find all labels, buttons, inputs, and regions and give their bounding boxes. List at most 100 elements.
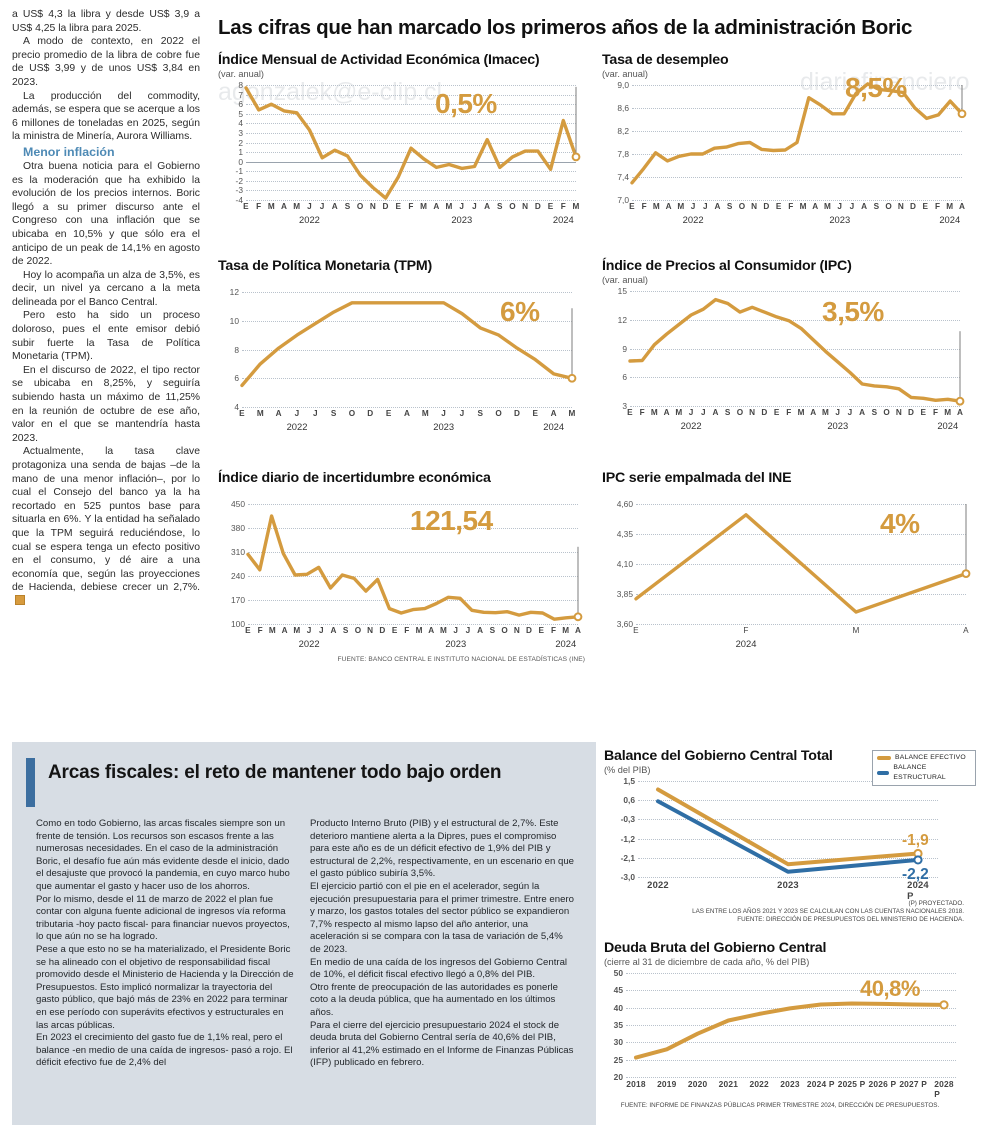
end-mark-icon	[15, 594, 25, 605]
x-axis-year-label: 2022	[298, 638, 320, 649]
x-axis-tick-label: 2022	[647, 879, 669, 890]
x-axis-tick-label: D	[908, 408, 915, 417]
y-axis-tick-label: 380	[231, 523, 245, 533]
y-axis-tick-label: 8,6	[617, 103, 629, 113]
y-axis-tick-label: 20	[613, 1072, 623, 1082]
y-axis-tick-label: 35	[613, 1020, 623, 1030]
x-axis-tick-label: M	[293, 626, 301, 635]
gridline	[630, 406, 960, 407]
gridline	[242, 292, 572, 293]
gridline	[636, 594, 966, 595]
x-axis-tick-label: E	[773, 408, 780, 417]
x-axis-tick-label: O	[354, 626, 362, 635]
x-axis-tick-label: F	[743, 626, 749, 635]
x-axis-tick-label: N	[522, 202, 529, 211]
plot-area: 450 380 310 240 170 100 E F M A M J J A S O N D E F M A M J J A S O…	[231, 499, 583, 649]
x-axis-tick-label: D	[367, 409, 374, 418]
x-axis-tick-label: A	[331, 202, 338, 211]
chart-deuda: Deuda Bruta del Gobierno Central (cierre …	[604, 940, 966, 1099]
x-axis-tick-label: E	[532, 409, 539, 418]
chart-title: Índice de Precios al Consumidor (IPC)	[602, 258, 852, 274]
x-axis-tick-label: S	[873, 202, 880, 211]
gridline	[246, 123, 576, 125]
article-paragraph-text: Actualmente, la tasa clave protagoniza u…	[12, 446, 200, 594]
series-line-orange	[244, 86, 581, 200]
y-axis-tick-label: 2	[238, 137, 243, 148]
fiscal-text-column-2: Producto Interno Bruto (PIB) y el estruc…	[310, 818, 576, 1070]
gridline	[630, 319, 960, 321]
gridline	[636, 534, 966, 535]
article-subheading: Menor inflación	[23, 144, 115, 159]
x-axis-tick-label: 2024 P	[907, 879, 929, 901]
x-axis-tick-label: A	[712, 408, 719, 417]
y-axis-tick-label: 3,60	[616, 619, 633, 629]
chart-balance: Balance del Gobierno Central Total (% del…	[604, 748, 978, 901]
x-axis: E F M A M J J A S O N D E F M A M J J A S O N D E F M 2022 2023 2024	[243, 200, 579, 230]
chart-callout-value: 121,54	[410, 505, 493, 536]
x-axis-tick-label: D	[526, 626, 533, 635]
x-axis-tick-label: A	[281, 626, 288, 635]
series-end-label-estructural: -2,2	[902, 866, 929, 883]
gridline	[630, 348, 960, 350]
x-axis-tick-label: M	[256, 409, 264, 418]
bottom-charts-panel	[596, 742, 976, 1125]
gridline	[632, 85, 962, 86]
y-axis-tick-label: 10	[229, 315, 239, 326]
x-axis-tick-label: M	[946, 202, 954, 211]
chart-title: IPC serie empalmada del INE	[602, 470, 792, 486]
x-axis-year-label: 2023	[829, 214, 851, 225]
x-axis-tick-label: J	[459, 202, 465, 211]
y-axis-tick-label: 7,8	[617, 149, 629, 159]
x-axis-tick-label: F	[934, 202, 941, 211]
x-axis-tick-label: D	[534, 202, 541, 211]
y-axis-tick-label: 6	[622, 372, 627, 383]
x-axis-tick-label: A	[574, 626, 582, 635]
x-axis-tick-label: E	[245, 626, 251, 635]
x-axis-tick-label: O	[495, 409, 502, 418]
x-axis-tick-label: A	[403, 409, 411, 418]
x-axis-tick-label: A	[663, 408, 670, 417]
x-axis-tick-label: A	[956, 408, 964, 417]
y-axis-tick-label: 9	[622, 343, 627, 354]
x-axis-tick-label: M	[421, 409, 429, 418]
x-axis-tick-label: 2027 P	[899, 1079, 928, 1089]
y-axis-tick-label: 5	[238, 108, 243, 119]
x-axis-tick-label: A	[477, 626, 484, 635]
gridline	[242, 407, 572, 408]
gridline	[246, 94, 576, 96]
x-axis-tick-label: J	[318, 626, 324, 635]
x-axis-year-label: 2023	[445, 638, 467, 649]
x-axis-tick-label: J	[465, 626, 471, 635]
x-axis-tick-label: E	[629, 202, 635, 211]
x-axis-tick-label: M	[675, 408, 683, 417]
y-axis-tick-label: -1	[235, 166, 243, 177]
x-axis-year-label: 2024	[555, 638, 577, 649]
chart-callout-value: 6%	[500, 296, 540, 327]
x-axis-tick-label: M	[944, 408, 952, 417]
gridline	[632, 154, 962, 155]
x-axis-tick-label: E	[239, 409, 245, 418]
x-axis-tick-label: O	[348, 409, 356, 418]
x-axis-year-label: 2024	[939, 214, 961, 225]
chart-subtitle: (var. anual)	[602, 69, 648, 79]
chart-callout-value: 0,5%	[435, 88, 497, 119]
x-axis-tick-label: A	[275, 409, 282, 418]
x-axis-tick-label: E	[633, 626, 639, 635]
x-axis-tick-label: O	[738, 202, 746, 211]
x-axis-tick-label: E	[920, 408, 927, 417]
plot-area: 15 12 9 6 3 E F M A M J J A S O N D E F M A M J J A S O N D E F M A 2022 2…	[618, 286, 965, 431]
x-axis-tick-label: J	[319, 202, 325, 211]
x-axis-tick-label: M	[562, 626, 570, 635]
chart-callout-value: 40,8%	[860, 976, 920, 1001]
x-axis-tick-label: M	[852, 626, 860, 635]
series-line-orange	[634, 1000, 949, 1060]
y-axis-tick-label: -4	[235, 195, 243, 205]
y-axis-tick-label: 310	[231, 547, 245, 557]
y-axis-tick-label: 4,60	[616, 499, 633, 509]
x-axis-tick-label: N	[513, 626, 520, 635]
y-axis-tick-label: 7,0	[617, 195, 629, 205]
y-axis-tick-label: -1,2	[620, 833, 635, 844]
y-axis-tick-label: -3	[235, 185, 243, 196]
gridline	[638, 800, 938, 802]
